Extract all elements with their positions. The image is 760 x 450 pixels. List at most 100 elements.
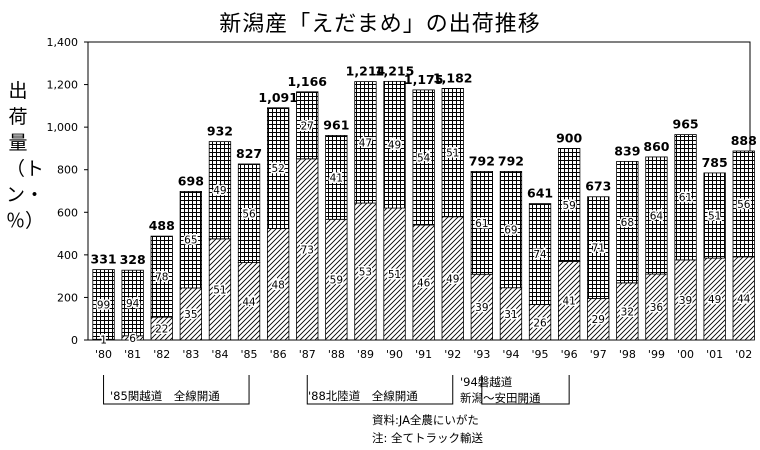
bar-percent-label-kanto: 39 xyxy=(679,295,692,307)
bar-percent-label-kanto: 1 xyxy=(100,335,107,347)
bar-percent-label-kanto: 31 xyxy=(504,309,517,321)
event-bracket-kanetsu xyxy=(103,375,250,405)
bar-total-label: 965 xyxy=(673,117,699,132)
bar-percent-label-other: 74 xyxy=(533,249,547,261)
bar-total-label: 1,175 xyxy=(404,72,444,87)
bar-percent-label-other: 54 xyxy=(417,152,431,164)
y-tick-label: 1,000 xyxy=(47,121,79,134)
bar-segment-other xyxy=(266,107,290,229)
bar-total-label: 698 xyxy=(178,173,204,188)
x-tick-label: '94 xyxy=(502,348,519,361)
bar-total-label: 1,091 xyxy=(258,90,298,105)
y-tick-label: 1,200 xyxy=(47,79,79,92)
bar-percent-label-kanto: 59 xyxy=(330,275,343,287)
bar-total-label: 900 xyxy=(556,130,582,145)
bar-percent-label-other: 49 xyxy=(213,185,226,197)
bar-percent-label-kanto: 26 xyxy=(533,317,547,329)
bar-segment-other xyxy=(354,81,377,204)
bar-total-label: 1,182 xyxy=(433,70,473,85)
bar-percent-label-other: 61 xyxy=(475,218,488,230)
bar-segment-other xyxy=(703,172,726,259)
bar-percent-label-kanto: 22 xyxy=(155,324,168,336)
bar-segment-other xyxy=(121,269,144,337)
bar-percent-label-other: 27 xyxy=(301,120,314,132)
bar-segment-other xyxy=(150,235,173,318)
x-tick-label: '87 xyxy=(299,348,316,361)
bar-segment-other xyxy=(208,141,232,240)
bar-percent-label-kanto: 36 xyxy=(650,302,664,314)
bar-total-label: 1,166 xyxy=(287,74,327,89)
bar-total-label: 860 xyxy=(643,139,669,154)
bar-total-label: 673 xyxy=(585,179,611,194)
bar-percent-label-other: 61 xyxy=(679,192,692,204)
bar-percent-label-kanto: 29 xyxy=(592,314,605,326)
bar-percent-label-other: 51 xyxy=(708,211,721,223)
bar-percent-label-other: 78 xyxy=(155,272,168,284)
x-tick-label: '85 xyxy=(241,348,258,361)
bar-percent-label-other: 94 xyxy=(126,298,140,310)
bar-percent-label-kanto: 53 xyxy=(359,267,372,279)
bar-percent-label-kanto: 46 xyxy=(417,277,431,289)
bar-segment-other xyxy=(237,163,261,263)
bar-total-label: 839 xyxy=(614,143,640,158)
event-annotation-line: '88北陸道 全線開通 xyxy=(308,389,418,403)
bar-percent-label-other: 51 xyxy=(446,148,459,160)
x-tick-label: '95 xyxy=(532,348,549,361)
bar-segment-other xyxy=(296,91,319,160)
x-tick-label: '80 xyxy=(95,348,112,361)
x-tick-label: '98 xyxy=(619,348,636,361)
bar-total-label: 932 xyxy=(207,124,233,139)
x-tick-label: '90 xyxy=(386,348,403,361)
x-tick-label: '84 xyxy=(211,348,228,361)
chart-title: 新潟産「えだまめ」の出荷推移 xyxy=(219,12,541,37)
bar-percent-label-other: 52 xyxy=(271,163,284,175)
event-bracket-banetsu xyxy=(481,375,570,405)
bar-segment-other xyxy=(325,135,348,220)
event-annotation-line: '94磐越道 xyxy=(460,375,513,389)
bar-percent-label-other: 49 xyxy=(388,140,401,152)
y-tick-label: 400 xyxy=(57,249,78,262)
x-tick-label: '93 xyxy=(473,348,490,361)
bar-total-label: 331 xyxy=(91,252,117,267)
bar-percent-label-other: 41 xyxy=(330,172,343,184)
event-annotation-hokuriku: '88北陸道 全線開通 xyxy=(308,388,418,404)
bar-percent-label-kanto: 48 xyxy=(271,279,284,291)
x-tick-label: '96 xyxy=(561,348,578,361)
bar-segment-other xyxy=(441,88,464,218)
event-annotation-line: '85関越道 全線開通 xyxy=(110,389,220,403)
bar-total-label: 1,214 xyxy=(346,64,386,79)
bar-segment-other xyxy=(383,80,406,209)
bar-total-label: 488 xyxy=(149,218,175,233)
bar-percent-label-kanto: 32 xyxy=(621,306,634,318)
bar-segment-other xyxy=(732,150,755,258)
y-tick-label: 200 xyxy=(57,291,78,304)
y-tick-label: 0 xyxy=(71,334,78,347)
bar-segment-other xyxy=(587,196,610,299)
bar-percent-label-kanto: 44 xyxy=(737,293,751,305)
bar-percent-label-other: 56 xyxy=(737,199,751,211)
bar-total-label: 328 xyxy=(120,252,146,267)
bar-percent-label-kanto: 49 xyxy=(708,294,721,306)
bar-percent-label-other: 68 xyxy=(621,217,634,229)
x-tick-label: '88 xyxy=(328,348,345,361)
x-tick-label: '99 xyxy=(648,348,665,361)
bar-percent-label-kanto: 49 xyxy=(446,273,459,285)
bar-segment-other xyxy=(674,134,697,261)
event-bracket-hokuriku xyxy=(306,375,454,405)
event-annotation-line: 新潟～安田開通 xyxy=(460,391,541,405)
bar-percent-label-kanto: 6 xyxy=(129,333,136,345)
footnote: 注: 全てトラック輸送 xyxy=(372,431,484,445)
y-tick-label: 1,400 xyxy=(47,36,79,49)
bar-percent-label-other: 64 xyxy=(650,211,664,223)
bar-segment-other xyxy=(528,203,552,305)
x-tick-label: '91 xyxy=(415,348,432,361)
bar-percent-label-kanto: 39 xyxy=(475,302,488,314)
x-tick-label: '00 xyxy=(677,348,694,361)
bar-percent-label-other: 69 xyxy=(504,225,517,237)
bar-total-label: 641 xyxy=(527,186,553,201)
bar-percent-label-kanto: 73 xyxy=(301,244,314,256)
source-note: 資料:JA全農にいがた xyxy=(372,413,479,427)
x-tick-label: '86 xyxy=(270,348,287,361)
x-tick-label: '81 xyxy=(124,348,141,361)
